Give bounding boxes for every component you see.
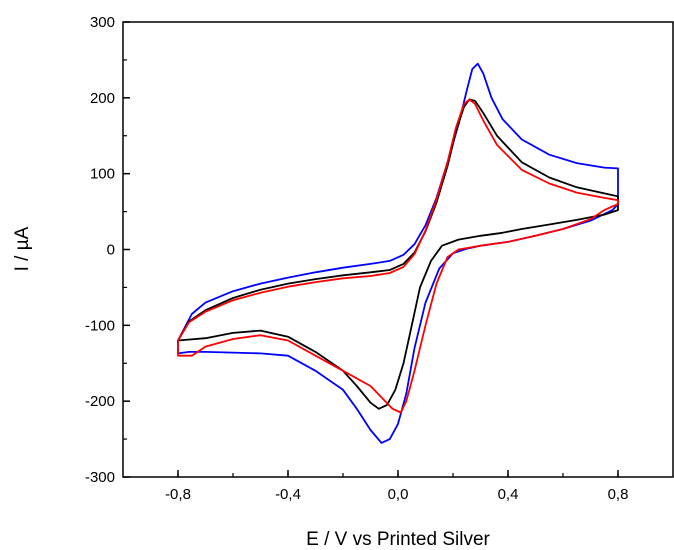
plot-frame xyxy=(122,21,674,478)
x-tick-label: 0,4 xyxy=(498,486,519,503)
x-axis-title: E / V vs Printed Silver xyxy=(306,529,490,550)
y-tick-label: -100 xyxy=(85,317,115,334)
x-tick-label: 0,8 xyxy=(608,486,629,503)
y-tick-label: -300 xyxy=(85,469,115,486)
x-tick-label: -0,4 xyxy=(275,486,301,503)
cv-trace-3 xyxy=(177,98,619,414)
cv-trace-1 xyxy=(177,62,619,444)
axes-group: -300 -200 -100 0 100 200 300 -0,8 -0,4 0,0 0,4 0,8 xyxy=(85,14,628,503)
y-axis-title: I / µA xyxy=(12,226,33,271)
y-tick-label: 100 xyxy=(90,166,115,183)
y-tick-label: 300 xyxy=(90,14,115,31)
y-tick-label: 0 xyxy=(107,242,115,259)
y-tick-label: 200 xyxy=(90,90,115,107)
y-tick-label: -200 xyxy=(85,393,115,410)
series-group xyxy=(177,62,619,444)
x-tick-label: -0,8 xyxy=(165,486,191,503)
cv-trace-2 xyxy=(177,98,619,410)
x-tick-label: 0,0 xyxy=(388,486,409,503)
